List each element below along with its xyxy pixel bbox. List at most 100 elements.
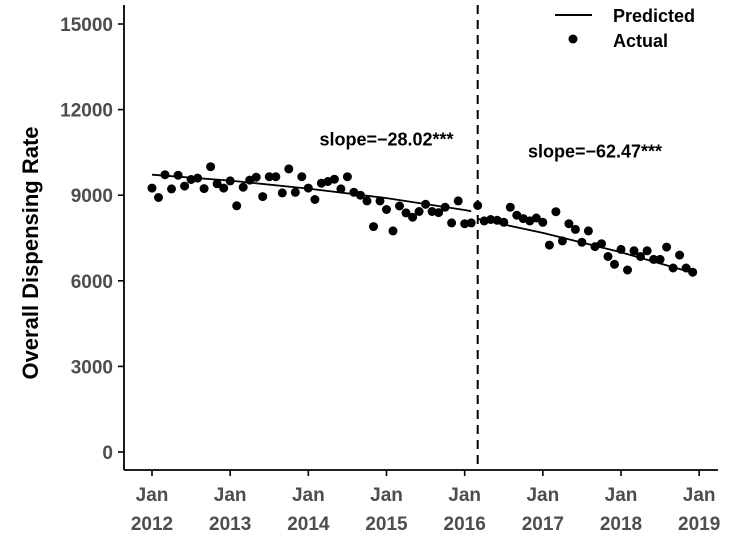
actual-data-point — [206, 162, 216, 172]
predicted-line-segment — [477, 218, 693, 274]
actual-data-point — [629, 246, 639, 256]
actual-data-point — [297, 172, 307, 182]
actual-data-point — [395, 201, 404, 211]
x-tick-label-month: Jan — [136, 485, 169, 506]
x-tick-label-year: 2012 — [131, 514, 173, 535]
actual-data-point — [225, 176, 235, 186]
actual-data-point — [336, 184, 346, 194]
actual-data-point — [447, 218, 457, 228]
actual-data-point — [199, 184, 209, 194]
y-tick-label: 12000 — [60, 101, 113, 122]
actual-data-point — [258, 192, 268, 202]
actual-data-point — [355, 190, 365, 200]
actual-data-point — [557, 236, 567, 246]
actual-series — [147, 162, 698, 277]
legend: Predicted Actual — [555, 6, 695, 51]
actual-data-point — [238, 182, 248, 192]
actual-data-point — [264, 172, 274, 182]
actual-data-point — [212, 179, 222, 189]
actual-data-point — [375, 196, 385, 206]
x-tick-label-year: 2014 — [287, 514, 330, 535]
actual-data-point — [440, 202, 450, 212]
actual-data-point — [284, 164, 294, 174]
actual-data-point — [173, 170, 183, 180]
actual-data-point — [147, 183, 157, 193]
actual-data-point — [610, 259, 619, 269]
actual-data-point — [382, 205, 391, 214]
x-axis-ticks: Jan 2012 Jan 2013 Jan 2014 Jan 2015 Jan 2016 Jan 20… — [131, 470, 720, 535]
x-tick-label-month: Jan — [292, 485, 325, 506]
x-tick-label-year: 2015 — [365, 514, 408, 535]
y-axis-ticks: 0 3000 6000 9000 12000 15000 — [60, 15, 124, 464]
actual-data-point — [434, 208, 444, 218]
actual-data-point — [688, 267, 698, 277]
actual-data-point — [655, 254, 665, 264]
actual-data-point — [564, 219, 574, 229]
x-tick-label-year: 2019 — [678, 514, 720, 535]
actual-data-point — [154, 193, 163, 202]
slope-annotation-post: slope=−62.47*** — [528, 141, 662, 161]
actual-data-point — [329, 174, 339, 184]
x-tick-label-year: 2016 — [444, 514, 486, 535]
actual-data-point — [551, 207, 561, 217]
legend-label-predicted: Predicted — [613, 6, 695, 26]
x-tick-label-month: Jan — [214, 485, 247, 506]
y-tick-label: 9000 — [71, 186, 113, 207]
slope-annotation-pre: slope=−28.02*** — [319, 129, 453, 149]
x-tick-label-month: Jan — [526, 485, 559, 506]
legend-label-actual: Actual — [613, 31, 668, 51]
actual-data-point — [421, 199, 431, 209]
actual-data-point — [499, 217, 509, 227]
actual-data-point — [466, 218, 476, 228]
actual-data-point — [251, 172, 261, 182]
actual-data-point — [277, 188, 287, 198]
actual-data-point — [219, 183, 229, 193]
actual-data-point — [290, 187, 300, 197]
actual-data-point — [232, 201, 242, 211]
y-tick-label: 6000 — [71, 272, 113, 293]
actual-data-point — [369, 222, 378, 232]
legend-point-swatch — [568, 34, 578, 44]
actual-data-point — [538, 217, 548, 227]
actual-data-point — [342, 172, 352, 182]
actual-data-point — [193, 173, 203, 183]
actual-data-point — [616, 244, 626, 254]
actual-data-point — [167, 184, 176, 194]
actual-data-point — [603, 252, 613, 261]
y-tick-label: 0 — [102, 443, 113, 464]
actual-data-point — [570, 224, 580, 234]
actual-data-point — [414, 207, 424, 216]
actual-data-point — [531, 213, 541, 223]
y-axis-label: Overall Dispensing Rate — [18, 126, 43, 379]
actual-data-point — [160, 170, 170, 180]
actual-data-point — [388, 226, 398, 236]
actual-data-point — [362, 196, 372, 206]
actual-data-point — [473, 201, 483, 210]
actual-data-point — [505, 202, 515, 212]
x-tick-label-year: 2017 — [522, 514, 564, 535]
actual-data-point — [662, 242, 672, 252]
actual-data-point — [271, 172, 281, 182]
actual-data-point — [681, 263, 691, 273]
actual-data-point — [668, 263, 678, 273]
actual-data-point — [642, 246, 652, 256]
actual-data-point — [636, 252, 645, 261]
x-tick-label-month: Jan — [605, 485, 638, 506]
x-tick-label-month: Jan — [448, 485, 481, 506]
x-tick-label-year: 2013 — [209, 514, 251, 535]
y-tick-label: 15000 — [60, 15, 113, 36]
actual-data-point — [310, 195, 320, 204]
y-tick-label: 3000 — [71, 357, 113, 378]
actual-data-point — [583, 226, 593, 236]
x-tick-label-month: Jan — [370, 485, 403, 506]
actual-data-point — [544, 240, 554, 250]
actual-data-point — [303, 183, 313, 193]
x-tick-label-year: 2018 — [600, 514, 642, 535]
actual-data-point — [597, 239, 606, 249]
actual-data-point — [408, 212, 418, 222]
actual-data-point — [649, 254, 659, 264]
actual-data-point — [623, 265, 632, 275]
actual-data-point — [675, 250, 685, 260]
actual-data-point — [401, 208, 411, 218]
